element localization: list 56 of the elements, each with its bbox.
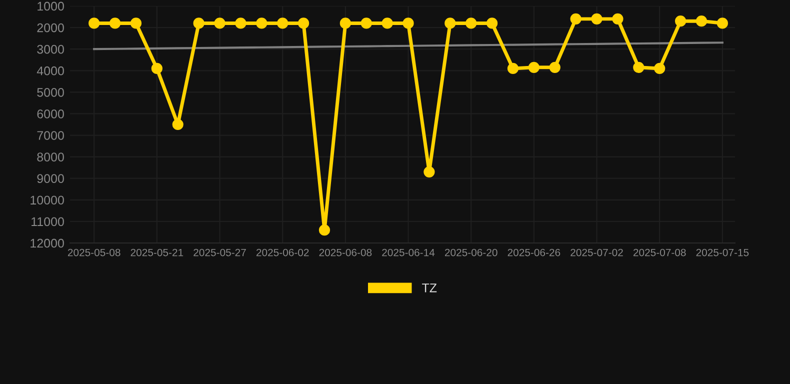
x-tick-label: 2025-06-14 <box>382 248 435 256</box>
point <box>109 18 121 29</box>
y-tick-label: 10000 <box>30 196 64 205</box>
point <box>340 18 351 29</box>
y-tick-label: 2000 <box>37 23 64 32</box>
point <box>88 18 100 29</box>
y-tick-label: 9000 <box>37 174 64 184</box>
x-tick-label: 2025-05-27 <box>194 248 246 256</box>
y-tick-label: 11000 <box>32 217 64 226</box>
point <box>716 18 728 29</box>
point <box>591 13 602 24</box>
point <box>151 62 162 74</box>
point <box>696 16 708 27</box>
point <box>277 18 288 29</box>
x-tick-label: 2025-07-02 <box>570 248 623 256</box>
point <box>612 13 624 24</box>
point <box>130 18 142 29</box>
line-series <box>93 42 724 50</box>
point <box>382 18 393 29</box>
y-tick-label: 4000 <box>36 66 64 76</box>
y-tick-label: 3000 <box>37 44 64 54</box>
y-tick-label: 5000 <box>37 88 64 97</box>
point <box>466 18 477 29</box>
point <box>193 18 204 29</box>
point <box>214 18 226 29</box>
x-tick-label: 2025-07-15 <box>696 248 749 256</box>
point <box>424 166 435 178</box>
point <box>360 18 372 29</box>
point <box>507 62 519 74</box>
x-tick-label: 2025-07-08 <box>633 248 686 256</box>
point <box>674 16 686 27</box>
y-tick-label: 1000 <box>38 2 64 11</box>
point <box>402 18 414 29</box>
point <box>298 18 310 29</box>
x-tick-label: 2025-05-21 <box>130 248 184 256</box>
point <box>654 62 666 74</box>
point <box>486 18 498 29</box>
point <box>444 18 456 29</box>
point <box>528 62 540 73</box>
x-tick-label: 2025-06-02 <box>256 248 309 256</box>
x-tick-label: 2025-06-20 <box>444 248 498 256</box>
y-tick-label: 6000 <box>37 110 64 118</box>
point <box>549 62 560 73</box>
point <box>256 18 268 29</box>
x-tick-label: 2025-06-26 <box>508 248 560 256</box>
x-tick-label: 2025-06-08 <box>319 248 372 256</box>
point <box>570 13 582 24</box>
y-tick-label: 12000 <box>30 238 64 248</box>
y-tick-label: 8000 <box>37 152 64 162</box>
point <box>633 62 644 73</box>
point <box>235 18 246 29</box>
y-tick-label: 7000 <box>37 131 64 140</box>
point <box>318 224 330 236</box>
point <box>172 118 184 130</box>
x-tick-label: 2025-05-08 <box>68 248 120 256</box>
legend-label: TZ <box>422 284 437 292</box>
